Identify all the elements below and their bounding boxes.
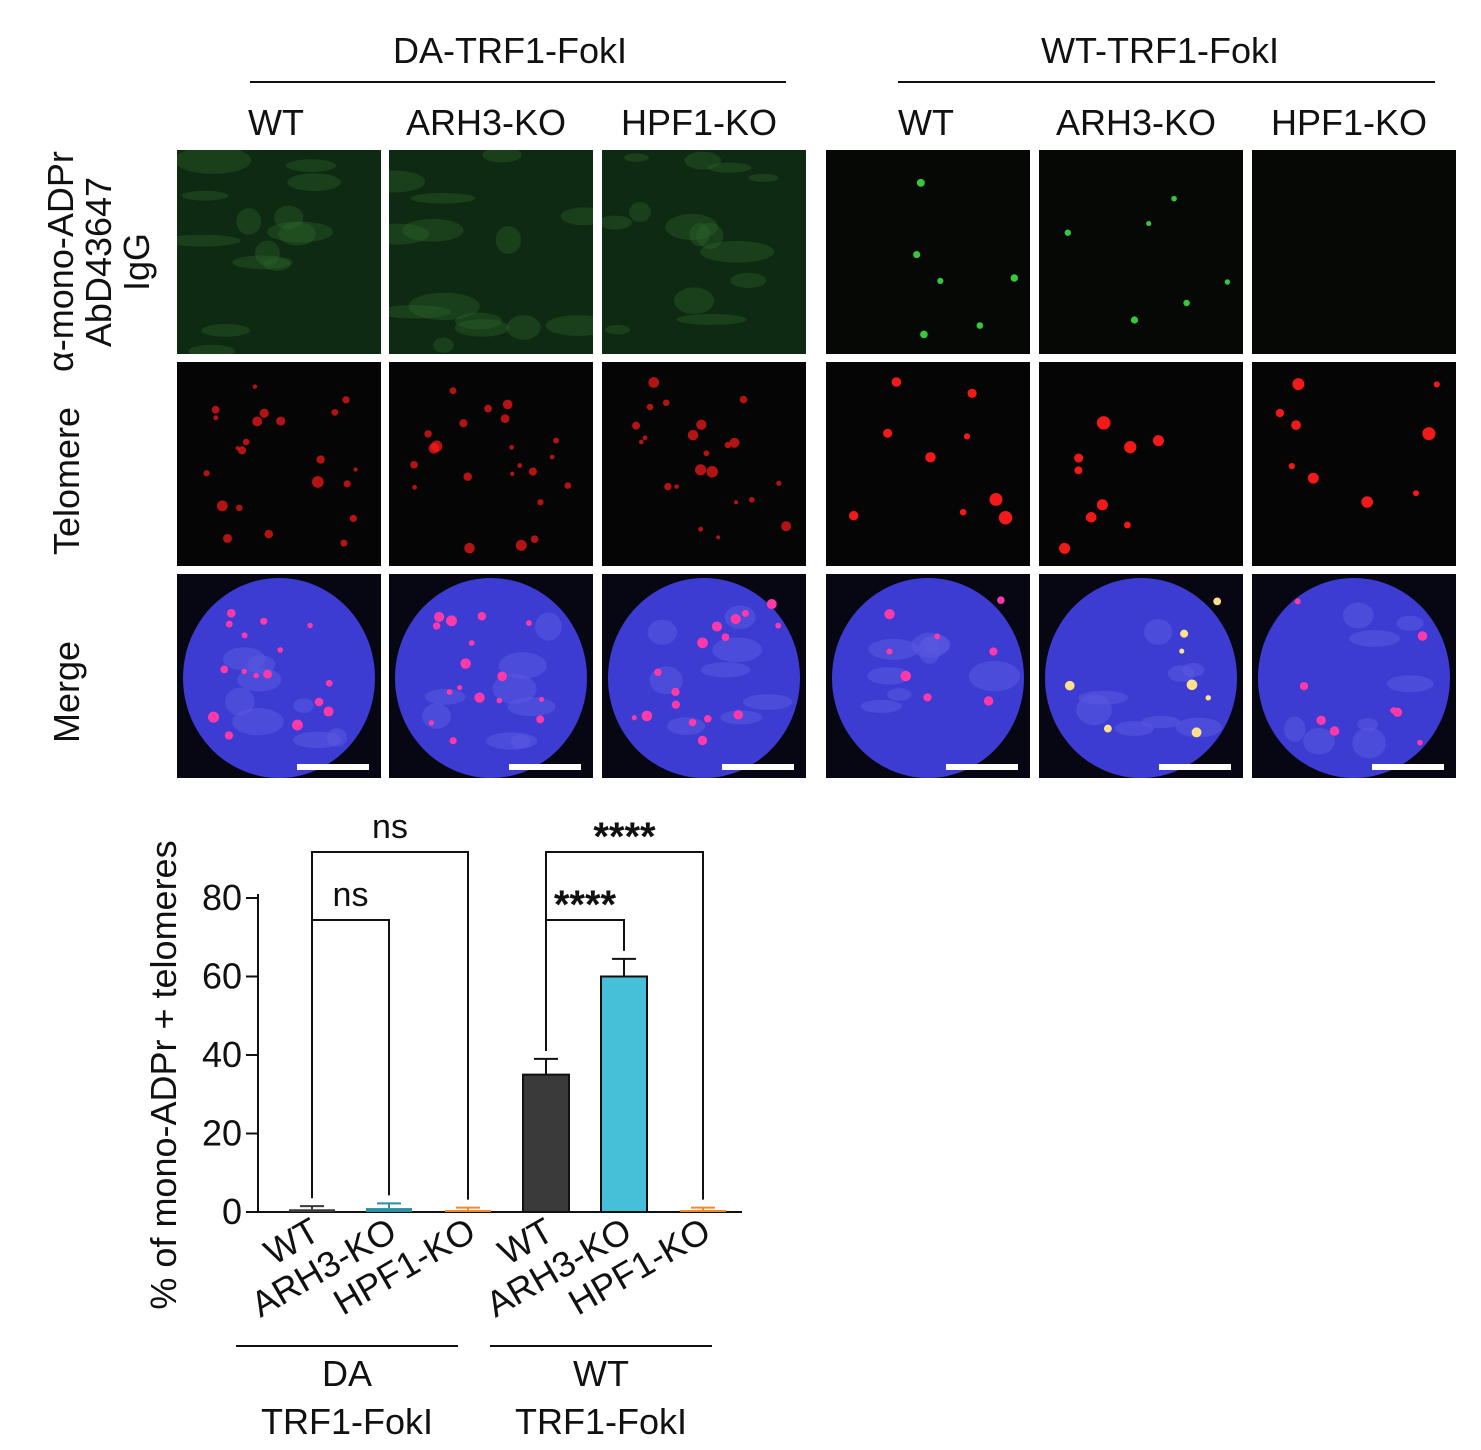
- scale-bar: [509, 764, 581, 770]
- scale-bar: [1372, 764, 1444, 770]
- bar: [445, 1210, 491, 1212]
- bar: [680, 1210, 726, 1212]
- group-underline-da: [250, 81, 786, 83]
- row-label-antibody-line2: AbD43647: [77, 176, 119, 348]
- row-label-antibody: α-mono-ADPr AbD43647 IgG: [40, 151, 157, 372]
- column-label-wt-arh3: ARH3-KO: [1056, 102, 1217, 143]
- panel-merge-5: [1039, 574, 1243, 778]
- panel-antibody-5: [1039, 150, 1243, 354]
- y-tick-label: 20: [202, 1113, 242, 1154]
- panel-merge-6: [1252, 574, 1456, 778]
- panel-telomere-5: [1039, 362, 1243, 566]
- y-tick-label: 80: [202, 877, 242, 918]
- significance-label: ns: [333, 876, 369, 914]
- bar: [522, 1073, 570, 1213]
- row-label-merge: Merge: [46, 640, 87, 744]
- panel-merge-4: [826, 574, 1030, 778]
- y-axis-title: % of mono-ADPr + telomeres: [143, 840, 184, 1309]
- panel-antibody-6: [1252, 150, 1456, 354]
- panel-antibody-3: [602, 150, 806, 354]
- panel-telomere-2: [389, 362, 593, 566]
- scale-bar: [1159, 764, 1231, 770]
- bar: [289, 1209, 335, 1212]
- group-label-line2: TRF1-FokI: [515, 1401, 687, 1442]
- panel-telomere-3: [602, 362, 806, 566]
- y-tick-label: 60: [202, 956, 242, 997]
- panel-antibody-2: [389, 150, 593, 354]
- significance-bracket: [311, 851, 469, 1200]
- panel-antibody-4: [826, 150, 1030, 354]
- group-label-line1: DA: [322, 1353, 372, 1394]
- scale-bar: [722, 764, 794, 770]
- group-underline-wt: [898, 81, 1435, 83]
- group-title-wt: WT-TRF1-FokI: [1041, 30, 1279, 71]
- bar: [600, 975, 648, 1213]
- panel-merge-2: [389, 574, 593, 778]
- panel-merge-1: [177, 574, 381, 778]
- scale-bar: [297, 764, 369, 770]
- panel-telomere-1: [177, 362, 381, 566]
- significance-label: ns: [372, 808, 408, 846]
- significance-label: ****: [593, 815, 656, 859]
- group-label-line2: TRF1-FokI: [261, 1401, 433, 1442]
- column-label-wt-wt: WT: [898, 102, 954, 143]
- bar: [366, 1208, 412, 1212]
- column-label-wt-hpf1: HPF1-KO: [1271, 102, 1428, 143]
- panel-antibody-1: [177, 150, 381, 354]
- scale-bar: [946, 764, 1018, 770]
- column-label-da-arh3: ARH3-KO: [406, 102, 567, 143]
- group-label-line1: WT: [573, 1353, 629, 1394]
- row-label-antibody-line1: α-mono-ADPr: [40, 151, 81, 372]
- row-label-antibody-line3: IgG: [115, 232, 157, 292]
- row-label-telomere: Telomere: [46, 406, 87, 556]
- panel-telomere-4: [826, 362, 1030, 566]
- panel-telomere-6: [1252, 362, 1456, 566]
- y-tick-label: 40: [202, 1034, 242, 1075]
- group-title-da: DA-TRF1-FokI: [393, 30, 627, 71]
- significance-bracket: [545, 851, 704, 1200]
- y-tick-label: 0: [222, 1191, 242, 1232]
- significance-bracket: [311, 919, 390, 1199]
- column-label-da-wt: WT: [248, 102, 304, 143]
- panel-merge-3: [602, 574, 806, 778]
- significance-label: ****: [554, 883, 617, 927]
- column-label-da-hpf1: HPF1-KO: [621, 102, 778, 143]
